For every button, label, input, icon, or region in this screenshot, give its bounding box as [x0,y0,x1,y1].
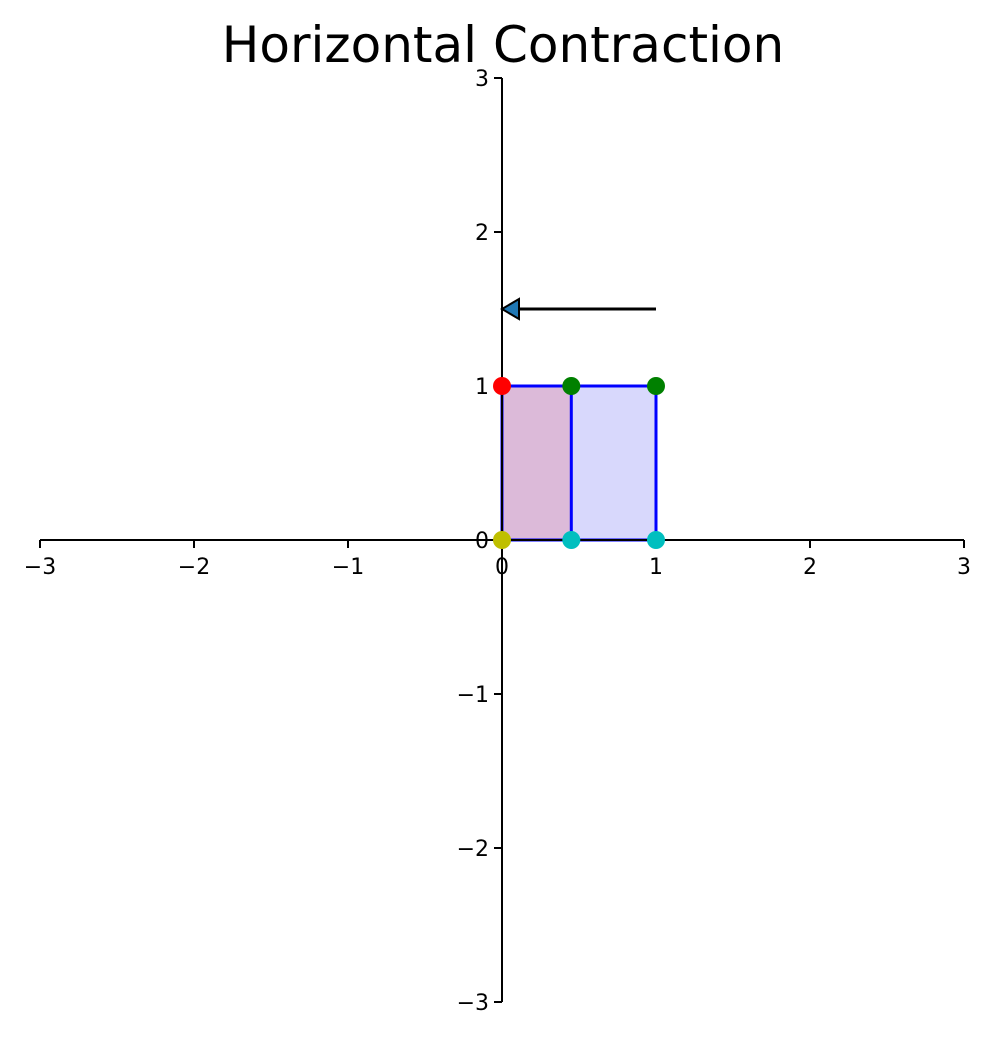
y-tick-label: −3 [457,991,489,1016]
y-tick-label: 0 [475,529,489,554]
points-layer [493,377,665,549]
arrow-layer [500,297,656,321]
shapes-layer [500,384,658,542]
ticks-layer: −3 −2 −1 0 1 2 3 −3 −2 −1 0 1 2 3 [24,67,971,1016]
x-tick-label: 3 [957,555,971,580]
x-tick-label: −3 [24,555,56,580]
data-point [647,377,665,395]
data-point [562,531,581,549]
y-tick-label: 3 [475,67,489,92]
data-point [647,531,665,549]
arrow-head [500,297,520,321]
x-tick-label: 0 [495,555,509,580]
y-tick-label: −1 [457,683,489,708]
y-tick-label: 2 [475,221,489,246]
data-point [562,377,581,395]
x-tick-label: 2 [803,555,817,580]
chart-title: Horizontal Contraction [222,16,784,74]
x-tick-label: 1 [649,555,663,580]
x-tick-label: −2 [178,555,210,580]
shape-contracted-rectangle [500,384,573,542]
x-tick-label: −1 [332,555,364,580]
data-point [493,531,511,549]
y-tick-label: −2 [457,837,489,862]
data-point [493,377,511,395]
y-tick-label: 1 [475,375,489,400]
